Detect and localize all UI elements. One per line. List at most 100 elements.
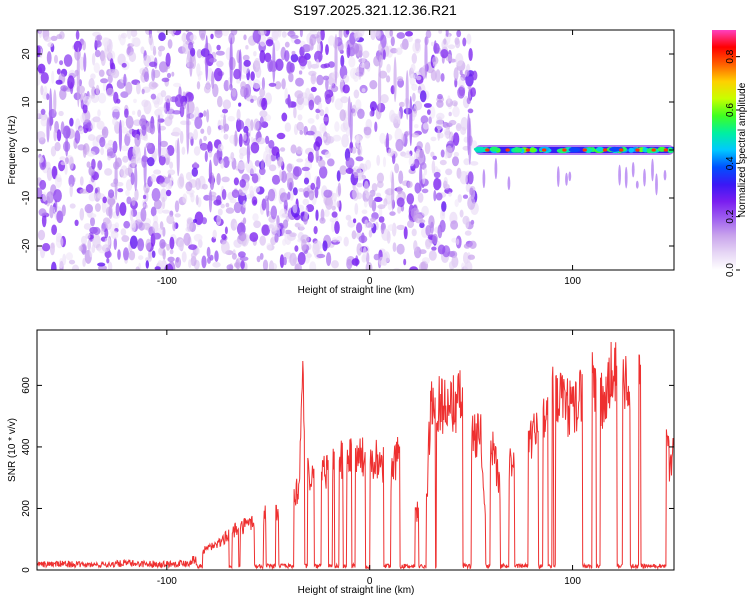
spectrogram-noise-blob [441,201,447,212]
spectrogram-noise-blob [150,93,157,100]
spectrogram-noise-blob [131,37,136,46]
spectrogram-noise-blob [97,109,101,117]
spectrogram-noise-blob [145,142,153,149]
spectrogram-noise-blob [374,196,383,202]
spectrogram-noise-blob [116,98,121,104]
spectrogram-noise-blob [252,79,261,89]
spectrogram-noise-blob [101,244,110,253]
spectrogram-streak [211,71,215,89]
spectrogram-streak [467,113,471,156]
spectrogram-noise-blob [248,126,252,139]
spectrogram-tone-peak [619,148,624,152]
spectrogram-streak [393,56,397,103]
spectrogram-noise-blob [320,208,325,222]
spectrogram-noise-blob [428,116,432,124]
spectrogram-noise-blob [363,180,369,195]
spectrogram-streak [424,36,428,79]
spectrogram-streak [158,123,162,162]
spectrogram-noise-blob [284,122,292,132]
spectrogram-noise-blob [42,191,47,202]
spectrogram-noise-blob [396,32,406,39]
spectrogram-tone-peak [505,148,510,152]
spectrogram-noise-blob [416,75,422,81]
spectrogram-noise-blob [455,38,461,49]
spectrogram-noise-blob [437,128,441,141]
spectrogram-noise-blob [215,195,222,205]
spectrogram-noise-blob [214,250,219,262]
spectrogram-noise-blob [151,250,156,258]
spectrogram-noise-blob [117,249,121,260]
spectrogram-noise-blob [329,217,337,223]
spectrogram-noise-blob [307,118,315,124]
spectrogram-noise-blob [79,188,88,194]
spectrogram-noise-blob [181,251,187,263]
spectrogram-noise-blob [38,208,47,217]
spectrogram-noise-blob [290,34,299,39]
spectrogram-noise-blob [85,233,91,240]
spectrogram-noise-blob [185,181,193,192]
spectrogram-noise-blob [265,153,272,167]
spectrogram-noise-blob [82,257,86,267]
spectrogram-noise-blob [233,201,242,214]
spectrogram-noise-blob [403,226,408,240]
spectrogram-noise-blob [289,232,297,237]
spectrogram-noise-blob [323,189,333,198]
spectrogram-noise-blob [107,50,116,61]
spectrogram-streak [134,164,138,192]
spectrogram-noise-blob [389,211,396,216]
spectrogram-noise-blob [348,56,356,68]
spectrogram-noise-blob [238,231,247,242]
spectrogram-noise-blob [59,258,64,269]
spectrogram-streak [272,42,276,83]
spectrogram-streak [349,101,353,144]
spectrogram-noise-blob [310,182,316,190]
spectrogram-noise-blob [397,110,401,125]
spectrogram-noise-blob [54,141,61,152]
spectrogram-noise-blob [293,166,302,177]
spectrogram-noise-blob [169,249,174,255]
spectrogram-noise-blob [261,77,265,91]
spectrogram-noise-blob [450,220,459,230]
spectrogram-noise-blob [188,41,194,51]
spectrogram-noise-blob [88,193,97,202]
spectrogram-noise-blob [327,158,335,167]
spectrogram-noise-blob [341,134,349,148]
spectrogram-noise-blob [56,34,63,40]
spectrogram-noise-blob [242,200,247,208]
spectrogram-noise-blob [274,40,281,52]
spectrogram-noise-blob [298,70,303,75]
spectrogram-noise-blob [51,165,58,180]
spectrogram-noise-blob [86,161,91,168]
spectrogram-noise-blob [220,118,224,133]
spectrogram-noise-blob [39,179,47,190]
spectrogram-noise-blob [387,224,395,232]
spectrogram-tone-spur [565,172,568,186]
spectrogram-noise-blob [458,77,465,91]
spectrogram-noise-blob [249,232,259,242]
spectrogram-noise-blob [122,155,129,163]
spectrogram-noise-blob [231,189,240,199]
spectrogram-noise-blob [106,87,115,97]
spectrogram-noise-blob [411,53,417,64]
spectrogram-noise-blob [369,80,378,90]
spectrogram-noise-blob [422,173,426,185]
spectrogram-noise-blob [376,172,384,184]
spectrogram-noise-blob [87,239,92,251]
spectrogram-noise-blob [150,206,157,217]
spectrogram-noise-blob [160,90,167,98]
spectrogram-noise-blob [269,262,278,270]
spectrogram-noise-blob [124,108,129,118]
spectrogram-noise-blob [196,248,200,255]
spectrogram-tone-segment [489,146,499,152]
spectrogram-noise-blob [95,84,100,95]
spectrogram-noise-blob [162,249,166,260]
spectrogram-noise-blob [366,252,370,264]
spectrogram-noise-blob [59,156,66,161]
spectrogram-noise-blob [379,132,386,144]
spectrogram-noise-blob [345,157,355,169]
spectrogram-noise-blob [102,196,107,204]
spectrogram-noise-blob [416,141,423,150]
spectrogram-noise-blob [447,95,451,104]
spectrogram-noise-blob [459,70,463,76]
